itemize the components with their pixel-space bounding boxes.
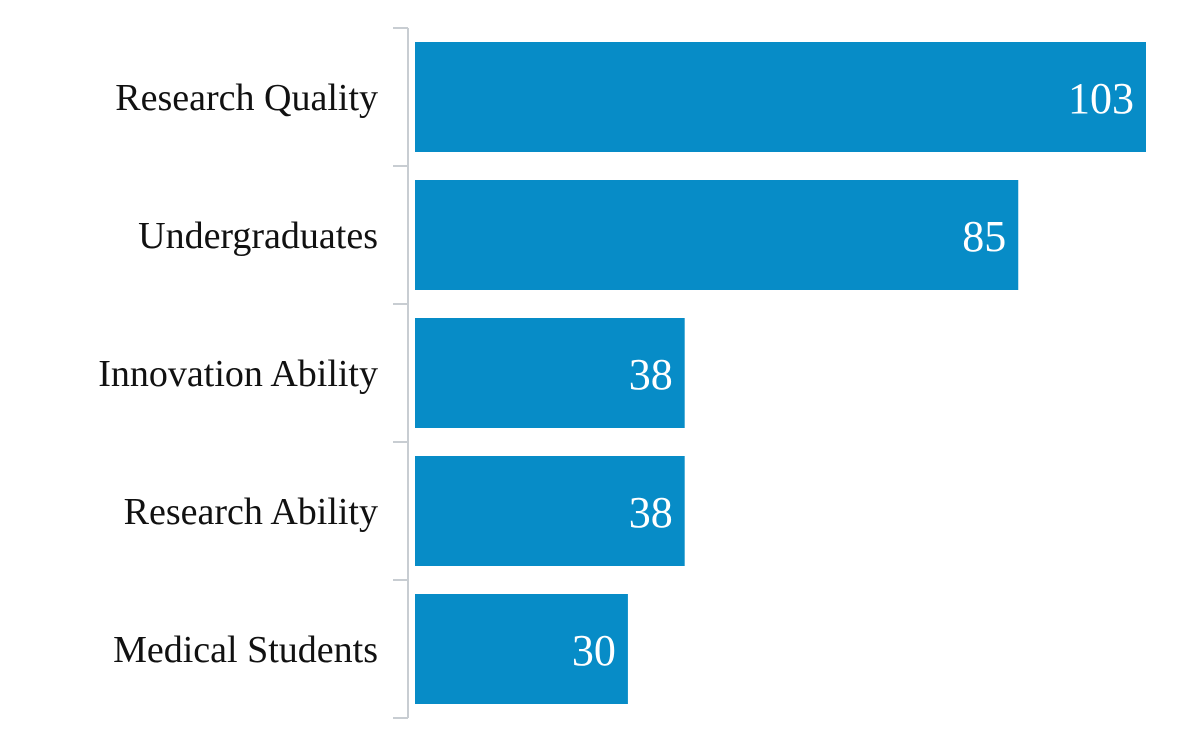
labels-group: Research Quality 103 Undergraduates 85 Innov…: [98, 74, 1134, 675]
category-label: Research Ability: [124, 491, 378, 533]
data-label: 85: [962, 212, 1006, 261]
bar: [415, 318, 685, 428]
bar: [415, 594, 628, 704]
bar: [415, 42, 1146, 152]
bar: [415, 456, 685, 566]
category-label: Innovation Ability: [98, 353, 378, 395]
bars-group: [415, 42, 1146, 704]
data-label: 38: [629, 488, 673, 537]
category-label: Research Quality: [115, 77, 378, 119]
data-label: 30: [572, 626, 616, 675]
data-label: 103: [1068, 74, 1134, 123]
category-label: Medical Students: [113, 629, 378, 671]
category-label: Undergraduates: [138, 215, 378, 257]
data-label: 38: [629, 350, 673, 399]
bar: [415, 180, 1019, 290]
category-axis: [393, 27, 409, 719]
